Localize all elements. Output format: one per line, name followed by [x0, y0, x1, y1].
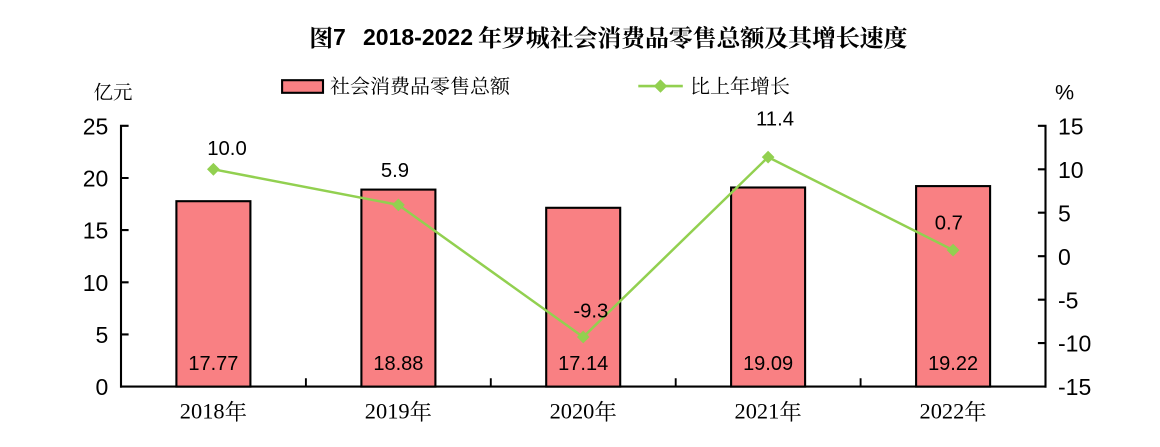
svg-text:-9.3: -9.3: [573, 300, 608, 322]
svg-text:2022: 2022: [920, 398, 965, 423]
svg-text:2018: 2018: [180, 398, 225, 423]
svg-text:7: 7: [333, 24, 346, 50]
svg-text:2018-2022: 2018-2022: [363, 24, 473, 50]
svg-text:20: 20: [83, 166, 109, 192]
svg-text:-5: -5: [1058, 287, 1078, 313]
svg-text:%: %: [1055, 80, 1074, 104]
svg-text:17.14: 17.14: [558, 353, 608, 375]
svg-text:-10: -10: [1058, 331, 1091, 357]
svg-text:5.9: 5.9: [381, 160, 409, 182]
svg-text:2020: 2020: [550, 398, 595, 423]
svg-text:10: 10: [1058, 157, 1084, 183]
svg-text:0: 0: [1058, 244, 1071, 270]
svg-text:0.7: 0.7: [935, 212, 963, 234]
svg-text:-15: -15: [1058, 374, 1091, 400]
svg-text:19.09: 19.09: [743, 353, 793, 375]
svg-text:0: 0: [96, 374, 109, 400]
svg-text:2021: 2021: [735, 398, 780, 423]
svg-text:2019: 2019: [365, 398, 410, 423]
svg-text:11.4: 11.4: [756, 109, 794, 131]
svg-text:15: 15: [1058, 113, 1084, 139]
svg-text:15: 15: [83, 218, 109, 244]
svg-text:10: 10: [83, 270, 109, 296]
svg-text:19.22: 19.22: [928, 353, 978, 375]
svg-text:17.77: 17.77: [188, 353, 238, 375]
svg-text:10.0: 10.0: [207, 138, 246, 160]
svg-text:18.88: 18.88: [373, 353, 423, 375]
svg-text:5: 5: [96, 322, 109, 348]
svg-text:25: 25: [83, 113, 109, 139]
svg-text:5: 5: [1058, 200, 1071, 226]
